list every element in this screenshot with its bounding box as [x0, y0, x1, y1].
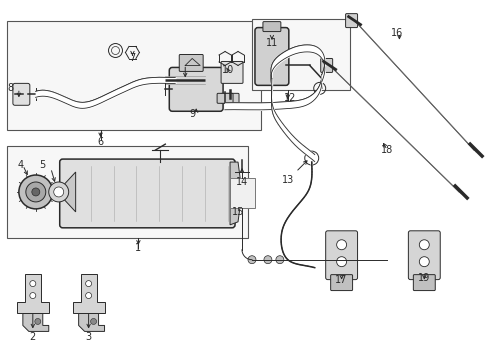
Circle shape [26, 182, 46, 202]
Circle shape [264, 256, 271, 264]
FancyBboxPatch shape [169, 67, 223, 111]
Circle shape [247, 256, 255, 264]
Circle shape [85, 293, 91, 298]
Polygon shape [62, 172, 76, 212]
Text: 5: 5 [40, 160, 46, 170]
Circle shape [336, 240, 346, 250]
Circle shape [419, 240, 428, 250]
Text: 6: 6 [97, 137, 103, 147]
FancyBboxPatch shape [407, 231, 439, 280]
Circle shape [275, 256, 283, 264]
Text: 16: 16 [390, 28, 403, 37]
Text: 10: 10 [222, 66, 234, 76]
Circle shape [35, 319, 41, 324]
Text: 14: 14 [235, 177, 247, 187]
Text: 11: 11 [265, 37, 278, 48]
Polygon shape [79, 314, 104, 332]
Circle shape [85, 280, 91, 287]
FancyBboxPatch shape [217, 93, 233, 103]
FancyBboxPatch shape [179, 54, 203, 71]
Bar [7, 21, 261, 130]
Circle shape [49, 182, 68, 202]
Circle shape [32, 188, 40, 196]
Text: 7: 7 [129, 54, 135, 63]
Text: 2: 2 [30, 332, 36, 342]
FancyBboxPatch shape [412, 275, 434, 291]
Text: 8: 8 [8, 84, 14, 93]
Polygon shape [17, 274, 49, 314]
Polygon shape [229, 162, 242, 225]
Bar [251, 19, 349, 90]
FancyBboxPatch shape [320, 58, 332, 72]
Polygon shape [73, 274, 104, 314]
Circle shape [54, 187, 63, 197]
Circle shape [30, 280, 36, 287]
Bar [7, 146, 247, 238]
FancyBboxPatch shape [263, 22, 280, 32]
Text: 18: 18 [381, 145, 393, 155]
Text: 4: 4 [18, 160, 24, 170]
FancyBboxPatch shape [13, 84, 30, 105]
Circle shape [19, 175, 53, 209]
Text: 3: 3 [85, 332, 91, 342]
Text: 15: 15 [231, 207, 244, 217]
FancyBboxPatch shape [330, 275, 352, 291]
Circle shape [419, 257, 428, 267]
Text: 12: 12 [283, 93, 295, 103]
FancyBboxPatch shape [221, 93, 239, 103]
FancyBboxPatch shape [325, 231, 357, 280]
FancyBboxPatch shape [60, 159, 235, 228]
FancyBboxPatch shape [254, 28, 288, 85]
FancyBboxPatch shape [345, 14, 357, 28]
Text: 1: 1 [135, 243, 141, 253]
Circle shape [90, 319, 96, 324]
Text: 13: 13 [281, 175, 293, 185]
Text: 19: 19 [417, 273, 429, 283]
Circle shape [30, 293, 36, 298]
Bar [229, 178, 254, 208]
Polygon shape [23, 314, 49, 332]
Text: 9: 9 [189, 109, 195, 119]
FancyBboxPatch shape [221, 62, 243, 84]
Circle shape [336, 257, 346, 267]
Text: 17: 17 [335, 275, 347, 285]
